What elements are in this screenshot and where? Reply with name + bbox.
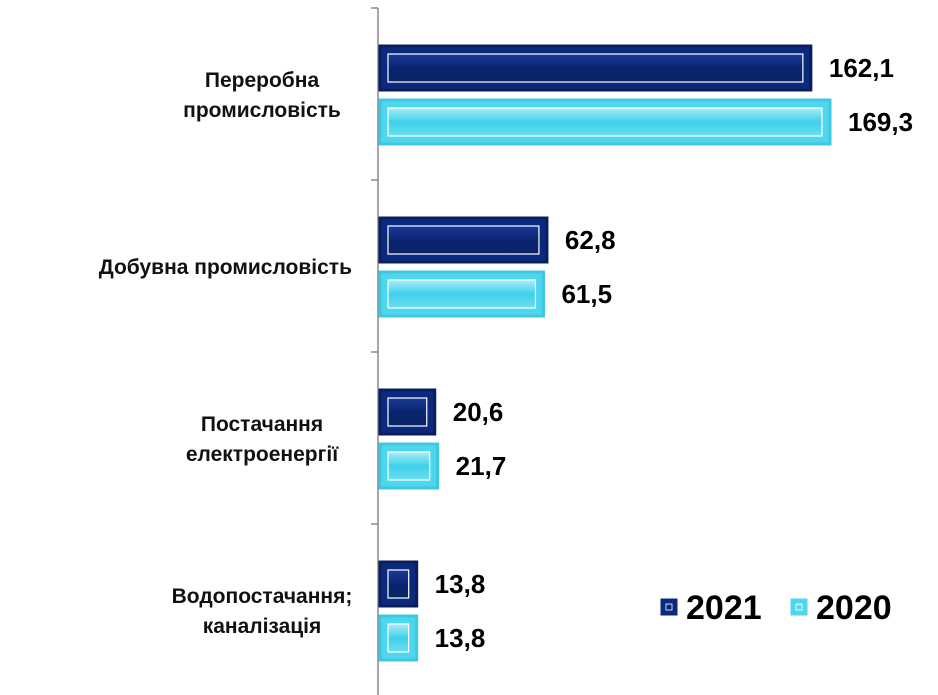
bar-edge [378, 98, 832, 146]
bar-edge [378, 44, 813, 92]
bar-edge [378, 560, 419, 608]
value-label: 62,8 [565, 225, 616, 255]
value-label: 13,8 [435, 569, 486, 599]
bar-2020 [378, 614, 419, 662]
category-label-line: електроенергії [186, 443, 339, 466]
legend-label: 2021 [686, 589, 762, 627]
bar-2020 [378, 270, 545, 318]
value-label: 61,5 [561, 279, 612, 309]
bar-2021 [378, 44, 813, 92]
category-label: Постачання електроенергії [186, 413, 339, 466]
bar-2020 [378, 98, 832, 146]
bar-2021 [378, 388, 437, 436]
bar-2020 [378, 442, 440, 490]
bar-edge [378, 614, 419, 662]
legend-swatch-inner [665, 603, 673, 611]
bar-inner [387, 451, 431, 481]
bar-2021 [378, 216, 549, 264]
bar-inner [387, 569, 410, 599]
bar-inner [387, 107, 823, 137]
category-label-line: каналізація [203, 615, 322, 638]
bar-inner [387, 279, 537, 309]
category-label: Добувна промисловість [99, 256, 352, 279]
legend-swatch-inner [795, 603, 803, 611]
legend-item: 2021 [659, 589, 762, 627]
bar-inner [387, 397, 428, 427]
bar-edge [378, 270, 545, 318]
value-label: 21,7 [456, 451, 507, 481]
category-label-line: Водопостачання; [172, 585, 353, 608]
category-label-line: Переробна [205, 69, 320, 92]
bar-inner [387, 225, 540, 255]
value-label: 13,8 [435, 623, 486, 653]
category-label: Переробна промисловість [183, 69, 341, 122]
category-label-line: промисловість [183, 99, 341, 122]
bar-inner [387, 623, 410, 653]
value-label: 20,6 [453, 397, 504, 427]
bar-inner [387, 53, 804, 83]
bar-edge [378, 388, 437, 436]
value-label: 162,1 [829, 53, 894, 83]
bar-edge [378, 442, 440, 490]
legend-label: 2020 [816, 589, 892, 627]
category-label-line: Добувна промисловість [99, 256, 352, 279]
bar-2021 [378, 560, 419, 608]
bar-edge [378, 216, 549, 264]
value-label: 169,3 [848, 107, 913, 137]
legend-item: 2020 [789, 589, 892, 627]
category-label: Водопостачання; каналізація [172, 585, 353, 638]
category-label-line: Постачання [201, 413, 323, 436]
